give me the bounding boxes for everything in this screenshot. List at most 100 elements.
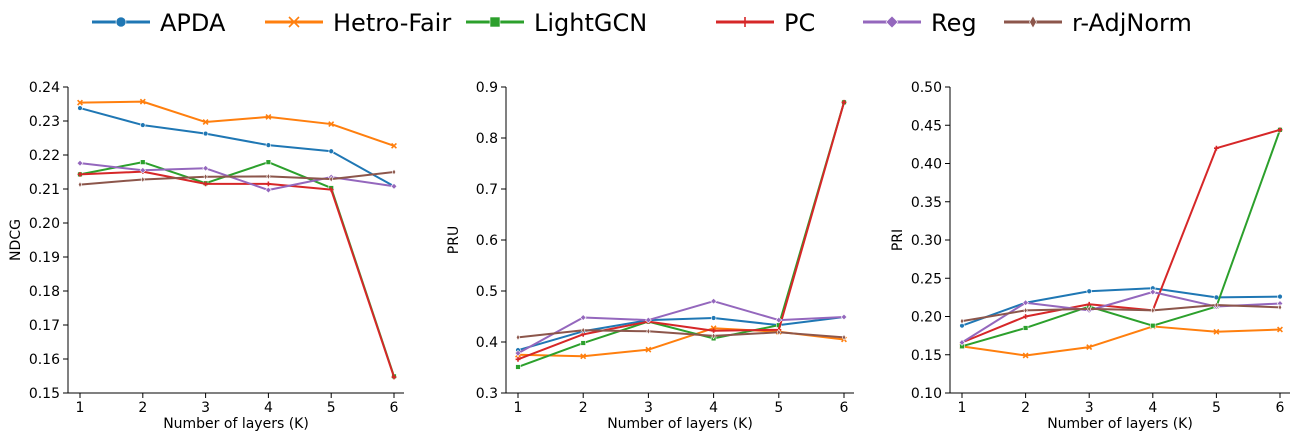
data-point-reg (1022, 299, 1029, 307)
series-line-pc (517, 102, 845, 361)
data-point-reg (645, 316, 652, 324)
data-point-hetro-fair (1213, 328, 1220, 335)
data-point-reg (390, 182, 398, 190)
data-point-reg (139, 166, 147, 174)
data-point-apda (1086, 288, 1092, 294)
y-axis-label: PRI (890, 229, 906, 251)
data-point-reg (775, 316, 783, 324)
data-point-hetro-fair (77, 99, 83, 106)
legend-label-r-adjnorm: r-AdjNorm (1072, 9, 1192, 37)
data-point-lightgcn (1150, 322, 1156, 329)
data-point-apda (710, 315, 717, 321)
x-tick-label: 5 (327, 400, 336, 416)
series-r-adjnorm (515, 326, 847, 341)
series-line-r-adjnorm (79, 171, 395, 186)
legend-label-pc: PC (784, 9, 815, 37)
series-lightgcn (515, 99, 847, 370)
series-line-reg (517, 300, 845, 355)
data-point-hetro-fair (265, 113, 272, 120)
data-point-pc (1277, 127, 1283, 133)
data-point-lightgcn (580, 340, 586, 346)
legend-marker-r-adjnorm (1029, 15, 1037, 29)
y-tick-label: 0.20 (911, 310, 942, 326)
series-line-lightgcn (517, 102, 845, 368)
data-point-r-adjnorm (581, 326, 586, 334)
y-axis-label: PRU (446, 226, 462, 254)
series-line-apda (79, 107, 395, 188)
legend-marker-apda (115, 16, 127, 28)
data-point-apda (202, 130, 209, 137)
y-tick-label: 0.5 (476, 284, 498, 300)
legend-marker-reg (885, 15, 899, 29)
data-point-hetro-fair (1022, 352, 1029, 359)
legend-label-apda: APDA (160, 9, 226, 37)
data-point-reg (710, 297, 717, 305)
y-tick-label: 0.23 (29, 114, 60, 130)
data-point-pc (77, 171, 83, 177)
data-point-hetro-fair (1277, 326, 1283, 333)
y-tick-label: 0.18 (29, 284, 60, 300)
legend-item-pc: PC (716, 9, 815, 37)
y-tick-label: 0.30 (911, 233, 942, 249)
legend-item-lightgcn: LightGCN (466, 9, 647, 37)
data-point-reg (1149, 288, 1157, 296)
series-line-r-adjnorm (517, 329, 845, 339)
y-tick-label: 0.25 (911, 271, 942, 287)
data-point-lightgcn (515, 364, 521, 370)
series-r-adjnorm (77, 168, 397, 189)
series-line-apda (961, 287, 1281, 327)
series-line-r-adjnorm (961, 304, 1281, 323)
data-point-lightgcn (140, 159, 146, 165)
series-line-apda (517, 316, 845, 352)
data-point-reg (579, 314, 587, 321)
y-tick-label: 0.40 (911, 157, 942, 173)
data-point-hetro-fair (391, 142, 397, 149)
y-tick-label: 0.3 (476, 386, 498, 402)
y-tick-label: 0.50 (911, 80, 942, 96)
y-tick-label: 0.8 (476, 131, 498, 147)
series-line-hetro-fair (961, 325, 1281, 357)
data-point-r-adjnorm (959, 317, 965, 325)
y-tick-label: 0.19 (29, 250, 60, 266)
series-line-lightgcn (961, 129, 1281, 348)
data-point-reg (514, 349, 522, 357)
y-tick-label: 0.15 (29, 386, 60, 402)
data-point-pc (711, 328, 716, 334)
legend-marker-pc (740, 17, 750, 27)
x-axis-label: Number of layers (K) (607, 416, 753, 432)
chart-panels: 0.15 0.16 0.17 0.18 0.19 0.20 0.21 0.22 0.23 0.24… (8, 80, 1290, 432)
series-lightgcn (959, 127, 1283, 350)
data-point-lightgcn (1022, 325, 1029, 331)
x-tick-label: 6 (390, 400, 399, 416)
y-tick-label: 0.22 (29, 148, 60, 164)
series-line-pc (79, 170, 395, 378)
data-point-reg (840, 313, 848, 321)
x-tick-label: 3 (644, 400, 653, 416)
data-point-reg (202, 164, 209, 172)
data-point-r-adjnorm (1087, 305, 1092, 313)
data-point-r-adjnorm (1214, 301, 1219, 309)
data-point-r-adjnorm (203, 173, 208, 181)
data-point-r-adjnorm (140, 176, 145, 183)
data-point-reg (265, 186, 272, 194)
data-point-r-adjnorm (776, 328, 781, 336)
legend-marker-lightgcn (489, 16, 501, 28)
y-tick-label: 0.10 (911, 386, 942, 402)
data-point-r-adjnorm (1150, 306, 1155, 314)
data-point-pc (841, 99, 847, 105)
data-point-pc (1023, 314, 1028, 319)
series-pc (77, 169, 397, 380)
data-point-pc (203, 181, 208, 187)
chart-panel-pru: 0.3 0.4 0.5 0.6 0.7 0.8 0.9 1 2 3 4 5 6 Number of lay… (446, 80, 854, 432)
series-line-pc (961, 128, 1281, 344)
data-point-r-adjnorm (646, 327, 651, 335)
x-tick-label: 3 (1085, 400, 1094, 416)
data-point-pc (391, 374, 397, 380)
y-tick-label: 0.6 (476, 233, 498, 249)
y-tick-label: 0.17 (29, 318, 60, 334)
chart-panel-pri: 0.10 0.15 0.20 0.25 0.30 0.35 0.40 0.45 0.50 1 2 3 4… (890, 80, 1290, 432)
data-point-reg (958, 339, 966, 346)
x-tick-label: 2 (1021, 400, 1030, 416)
data-point-pc (1214, 145, 1219, 151)
data-point-pc (515, 356, 521, 362)
